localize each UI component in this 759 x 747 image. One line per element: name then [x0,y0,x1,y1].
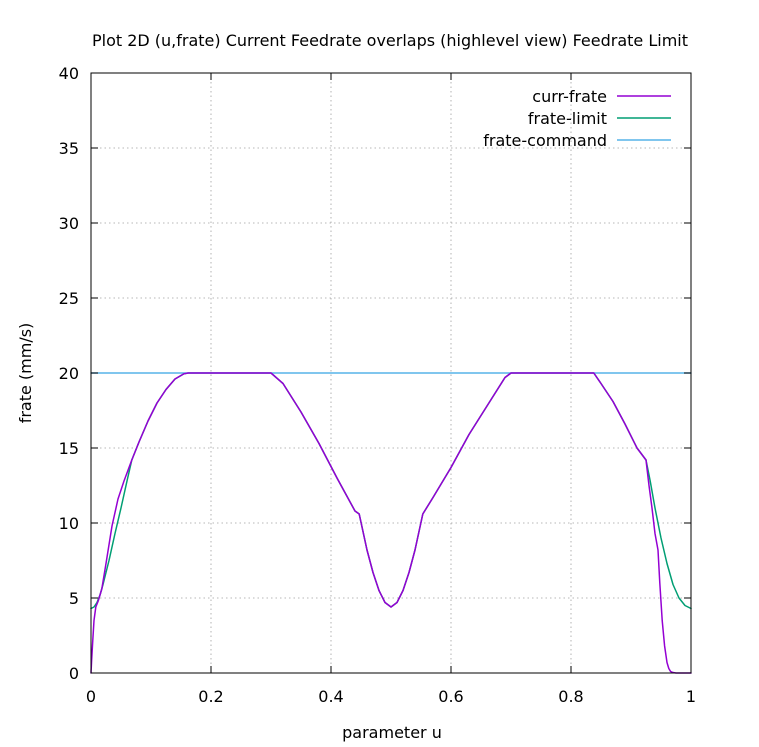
x-tick-label: 0.4 [318,687,343,706]
y-tick-label: 15 [59,439,79,458]
x-tick-label: 0 [86,687,96,706]
y-axis-label: frate (mm/s) [16,323,35,424]
x-tick-label: 0.8 [558,687,583,706]
y-tick-label: 25 [59,289,79,308]
series-layer [90,372,692,674]
y-tick-label: 20 [59,364,79,383]
legend: curr-frate frate-limit frate-command [483,87,671,150]
y-tick-label: 40 [59,64,79,83]
legend-label-curr-frate: curr-frate [532,87,607,106]
series-line-curr-frate [90,372,692,674]
x-axis-label: parameter u [342,723,442,742]
series-line-frate-limit [90,372,692,610]
y-tick-label: 5 [69,589,79,608]
legend-label-frate-command: frate-command [483,131,607,150]
legend-label-frate-limit: frate-limit [528,109,607,128]
x-tick-label: 0.2 [198,687,223,706]
x-tick-label: 0.6 [438,687,463,706]
y-tick-label: 35 [59,139,79,158]
y-tick-label: 30 [59,214,79,233]
y-tick-label: 0 [69,664,79,683]
x-tick-label: 1 [686,687,696,706]
chart-title: Plot 2D (u,frate) Current Feedrate overl… [92,31,688,50]
y-tick-label: 10 [59,514,79,533]
